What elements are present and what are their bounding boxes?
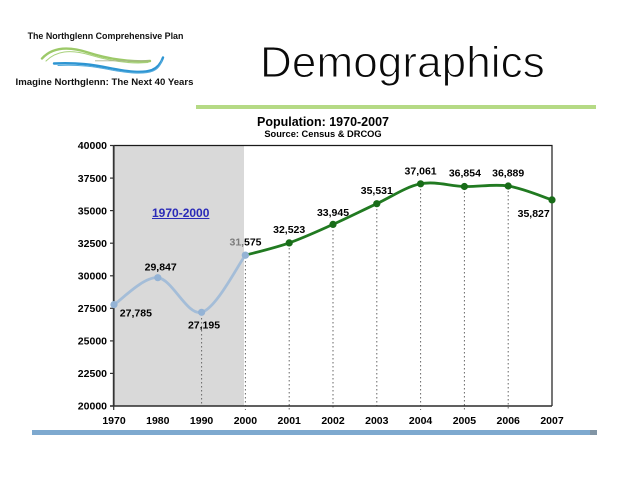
svg-text:2006: 2006 (497, 415, 521, 427)
svg-text:1970: 1970 (102, 415, 126, 427)
svg-text:1990: 1990 (190, 415, 214, 427)
svg-text:35,531: 35,531 (361, 185, 393, 197)
svg-text:2005: 2005 (453, 415, 477, 427)
svg-text:35000: 35000 (78, 205, 107, 217)
svg-text:20000: 20000 (78, 401, 107, 413)
svg-text:36,854: 36,854 (449, 168, 481, 180)
svg-text:2000: 2000 (234, 415, 258, 427)
svg-text:36,889: 36,889 (492, 167, 524, 179)
svg-text:37500: 37500 (78, 173, 107, 185)
svg-text:2001: 2001 (278, 415, 302, 427)
svg-text:35,827: 35,827 (518, 208, 550, 220)
svg-text:575: 575 (244, 236, 262, 248)
svg-text:22500: 22500 (78, 368, 107, 380)
svg-text:27,195: 27,195 (188, 319, 220, 331)
svg-text:27500: 27500 (78, 303, 107, 315)
svg-text:32,523: 32,523 (273, 224, 305, 236)
svg-text:1980: 1980 (146, 415, 170, 427)
svg-text:29,847: 29,847 (145, 261, 177, 273)
svg-text:2007: 2007 (540, 415, 564, 427)
svg-text:25000: 25000 (78, 336, 107, 348)
svg-text:2003: 2003 (365, 415, 389, 427)
svg-text:2004: 2004 (409, 415, 433, 427)
svg-text:30000: 30000 (78, 271, 107, 283)
svg-text:2002: 2002 (321, 415, 345, 427)
svg-text:37,061: 37,061 (405, 165, 437, 177)
svg-text:40000: 40000 (78, 140, 107, 152)
svg-text:27,785: 27,785 (120, 307, 152, 319)
svg-text:33,945: 33,945 (317, 207, 349, 219)
svg-text:32500: 32500 (78, 238, 107, 250)
svg-text:31,: 31, (230, 236, 245, 248)
